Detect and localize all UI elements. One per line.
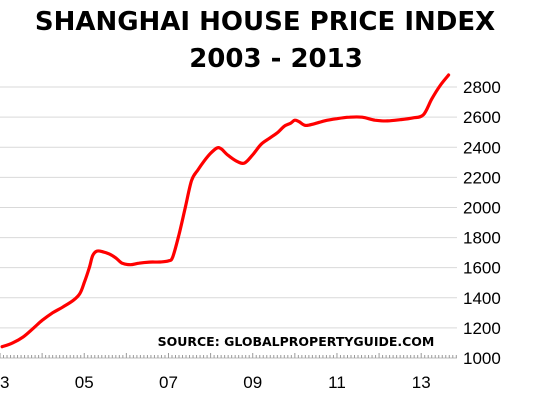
x-tick-label-03: 03 [0, 373, 9, 392]
y-axis-tick-labels: 1000 1200 1400 1600 1800 2000 2200 2400 2600 2800 [463, 78, 501, 368]
y-tick-label-2200: 2200 [463, 168, 501, 187]
x-axis-minor-ticks [0, 353, 457, 358]
x-tick-label-11: 11 [328, 373, 346, 392]
x-tick-label-09: 09 [243, 373, 262, 392]
y-tick-label-2800: 2800 [463, 78, 501, 97]
x-axis-tick-labels: 03 05 07 09 11 13 [0, 373, 431, 392]
y-tick-label-1000: 1000 [463, 349, 501, 368]
y-tick-label-1200: 1200 [463, 319, 501, 338]
chart-title: SHANGHAI HOUSE PRICE INDEX [35, 7, 495, 37]
y-tick-label-2600: 2600 [463, 108, 501, 127]
chart-subtitle: 2003 - 2013 [189, 44, 363, 74]
x-tick-label-07: 07 [159, 373, 178, 392]
x-tick-label-05: 05 [75, 373, 94, 392]
x-tick-label-13: 13 [412, 373, 431, 392]
y-tick-label-1600: 1600 [463, 259, 501, 278]
y-tick-label-1400: 1400 [463, 289, 501, 308]
y-tick-label-1800: 1800 [463, 229, 501, 248]
gridlines [0, 86, 457, 329]
y-tick-label-2000: 2000 [463, 198, 501, 217]
source-note: SOURCE: GLOBALPROPERTYGUIDE.COM [158, 334, 435, 349]
series-line-price-index [0, 73, 451, 349]
y-tick-label-2400: 2400 [463, 138, 501, 157]
